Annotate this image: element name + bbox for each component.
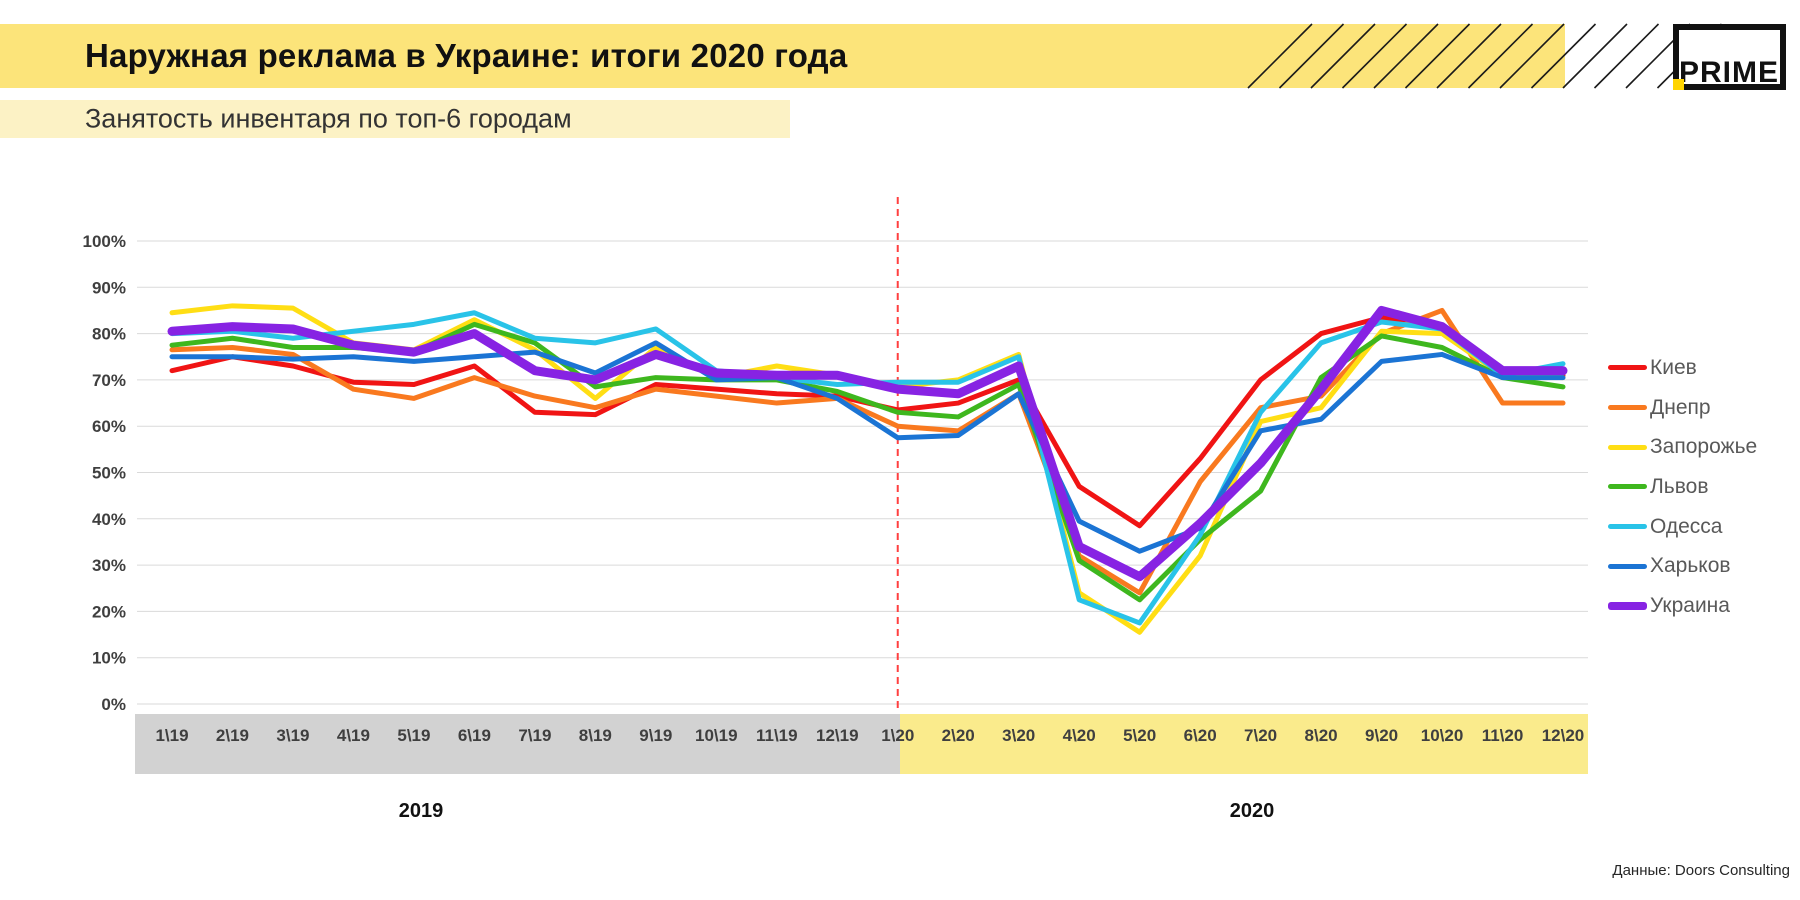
year-label-2020: 2020: [1229, 800, 1275, 822]
legend-swatch: [1608, 601, 1647, 610]
stripe-line: [1310, 23, 1376, 89]
stripe-line: [1247, 23, 1313, 89]
x-tick-label: 5\19: [397, 726, 430, 745]
legend-label: Киев: [1650, 355, 1697, 379]
y-tick-label: 40%: [92, 510, 126, 529]
stripe-line: [1593, 23, 1660, 89]
x-tick-label: 2\20: [942, 726, 975, 745]
x-tick-label: 1\19: [155, 726, 188, 745]
x-band-2020: [900, 714, 1588, 774]
x-tick-label: 7\20: [1244, 726, 1277, 745]
stripe-line: [1341, 23, 1408, 89]
legend-label: Львов: [1650, 474, 1709, 498]
x-tick-label: 11\19: [756, 726, 798, 745]
x-tick-label: 7\19: [518, 726, 551, 745]
series-line-6: [167, 305, 1568, 582]
y-tick-label: 100%: [83, 232, 126, 251]
y-tick-label: 80%: [92, 325, 126, 344]
stripe-line: [1467, 23, 1534, 89]
chart-legend: Киев Днепр Запорожье Львов Одесса Харьков Укра…: [1608, 348, 1798, 626]
prime-logo-text: PRIME: [1679, 56, 1780, 89]
x-tick-label: 6\20: [1184, 726, 1217, 745]
x-tick-label: 9\20: [1365, 726, 1398, 745]
x-tick-label: 12\20: [1542, 726, 1585, 745]
y-tick-label: 20%: [92, 602, 126, 621]
x-tick-label: 6\19: [458, 726, 491, 745]
y-tick-label: 60%: [92, 417, 126, 436]
stripe-line: [1373, 23, 1439, 89]
x-tick-label: 3\20: [1002, 726, 1035, 745]
y-tick-label: 50%: [92, 464, 126, 483]
x-tick-label: 3\19: [276, 726, 309, 745]
legend-label: Запорожье: [1650, 435, 1758, 459]
legend-swatch: [1608, 405, 1647, 411]
x-tick-label: 11\20: [1482, 726, 1524, 745]
stripe-line: [1562, 23, 1628, 89]
legend-label: Днепр: [1650, 395, 1711, 419]
legend-swatch: [1608, 524, 1647, 530]
x-tick-label: 4\19: [337, 726, 370, 745]
y-tick-label: 0%: [101, 695, 126, 714]
subtitle-bar: Занятость инвентаря по топ-6 городам: [0, 100, 790, 138]
x-tick-label: 1\20: [881, 726, 914, 745]
legend-swatch: [1608, 444, 1647, 450]
stripe-line: [1436, 23, 1502, 89]
x-tick-label: 8\19: [579, 726, 612, 745]
y-tick-label: 90%: [92, 278, 126, 297]
legend-swatch: [1608, 484, 1647, 490]
stripe-line: [1499, 23, 1565, 89]
legend-item-1: Днепр: [1608, 388, 1798, 428]
legend-swatch: [1608, 563, 1647, 569]
legend-label: Харьков: [1650, 554, 1731, 578]
y-tick-label: 70%: [92, 371, 126, 390]
stripe-line: [1530, 23, 1597, 89]
page-title: Наружная реклама в Украине: итоги 2020 г…: [85, 37, 848, 74]
chart-subtitle: Занятость инвентаря по топ-6 городам: [85, 103, 572, 134]
x-band-2019: [135, 714, 900, 774]
year-label-2019: 2019: [398, 800, 444, 822]
legend-item-5: Харьков: [1608, 546, 1798, 586]
series-line-1: [169, 307, 1566, 596]
prime-logo: PRIME: [1673, 24, 1786, 90]
header-bar: Наружная реклама в Украине: итоги 2020 г…: [0, 24, 1565, 88]
x-tick-label: 2\19: [216, 726, 249, 745]
legend-swatch: [1608, 365, 1647, 371]
x-tick-label: 10\19: [695, 726, 738, 745]
prime-logo-accent-square: [1673, 79, 1684, 90]
diagonal-stripes-decoration: [1247, 23, 1723, 89]
legend-item-6: Украина: [1608, 586, 1798, 626]
legend-label: Одесса: [1650, 514, 1723, 538]
x-tick-label: 5\20: [1123, 726, 1156, 745]
x-tick-label: 9\19: [639, 726, 672, 745]
legend-item-3: Львов: [1608, 467, 1798, 507]
series-line-5: [169, 340, 1566, 554]
legend-item-4: Одесса: [1608, 507, 1798, 547]
x-tick-label: 10\20: [1421, 726, 1464, 745]
legend-item-0: Киев: [1608, 348, 1798, 388]
legend-item-2: Запорожье: [1608, 427, 1798, 467]
y-tick-label: 10%: [92, 649, 126, 668]
source-note: Данные: Doors Consulting: [1612, 862, 1790, 879]
legend-label: Украина: [1650, 593, 1730, 617]
x-tick-label: 12\19: [816, 726, 859, 745]
stripe-line: [1278, 23, 1345, 89]
y-tick-label: 30%: [92, 556, 126, 575]
stripe-line: [1404, 23, 1471, 89]
x-tick-label: 8\20: [1305, 726, 1338, 745]
x-tick-label: 4\20: [1063, 726, 1096, 745]
